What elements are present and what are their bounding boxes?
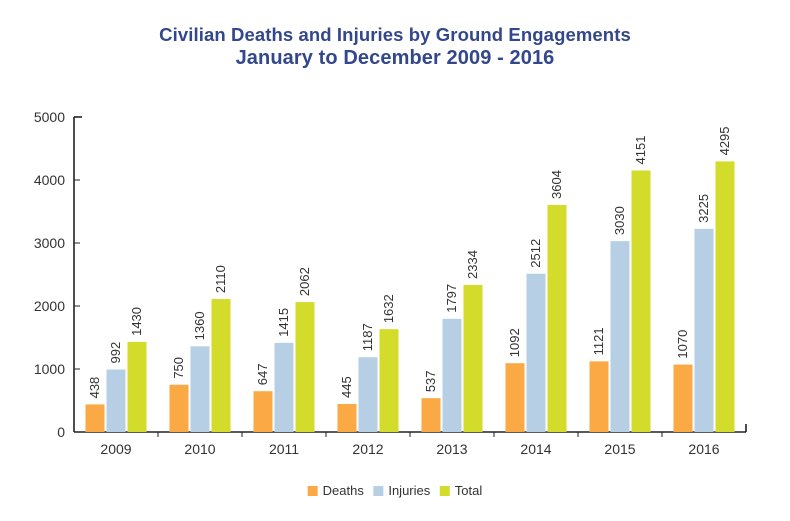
svg-text:4000: 4000 [34, 172, 65, 188]
svg-text:3000: 3000 [34, 235, 65, 251]
svg-text:1797: 1797 [444, 284, 459, 313]
svg-text:0: 0 [57, 424, 65, 440]
svg-text:1092: 1092 [507, 328, 522, 357]
svg-text:1070: 1070 [675, 330, 690, 359]
svg-text:Deaths: Deaths [323, 483, 365, 498]
svg-text:2110: 2110 [213, 265, 228, 293]
svg-text:438: 438 [87, 377, 102, 399]
svg-text:647: 647 [255, 364, 270, 386]
svg-text:4295: 4295 [717, 126, 732, 155]
svg-text:2009: 2009 [100, 441, 131, 457]
svg-text:5000: 5000 [34, 109, 65, 125]
svg-text:2334: 2334 [465, 250, 480, 279]
svg-text:Injuries: Injuries [388, 483, 430, 498]
svg-text:537: 537 [423, 370, 438, 392]
svg-text:4151: 4151 [633, 136, 648, 165]
svg-text:Total: Total [455, 483, 483, 498]
svg-text:3030: 3030 [612, 206, 627, 235]
svg-text:2512: 2512 [528, 239, 543, 268]
svg-text:445: 445 [339, 376, 354, 398]
svg-text:1000: 1000 [34, 361, 65, 377]
svg-text:2012: 2012 [352, 441, 383, 457]
svg-text:2014: 2014 [520, 441, 551, 457]
svg-text:1430: 1430 [129, 307, 144, 336]
svg-text:1632: 1632 [381, 294, 396, 323]
svg-text:3604: 3604 [549, 170, 564, 199]
svg-text:1360: 1360 [192, 311, 207, 340]
svg-text:2016: 2016 [688, 441, 719, 457]
svg-text:992: 992 [108, 342, 123, 364]
svg-text:2010: 2010 [184, 441, 215, 457]
svg-text:750: 750 [171, 357, 186, 379]
svg-text:3225: 3225 [696, 194, 711, 223]
svg-text:2011: 2011 [269, 441, 299, 457]
svg-text:1415: 1415 [276, 308, 291, 337]
svg-text:2015: 2015 [604, 441, 635, 457]
svg-text:1187: 1187 [360, 323, 375, 351]
svg-text:2013: 2013 [436, 441, 467, 457]
svg-text:1121: 1121 [591, 327, 606, 355]
svg-text:2062: 2062 [297, 267, 312, 296]
svg-text:2000: 2000 [34, 298, 65, 314]
